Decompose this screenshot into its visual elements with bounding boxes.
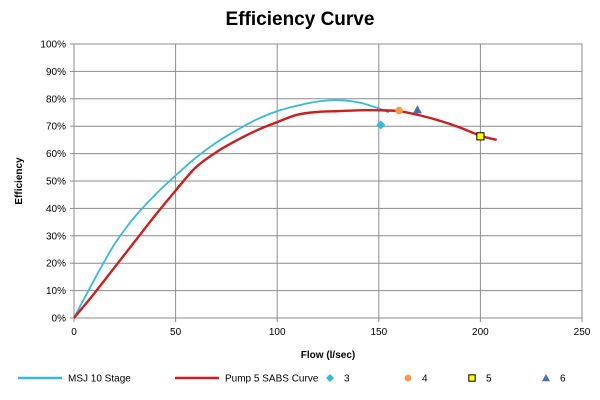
x-axis-title: Flow (l/sec) <box>301 350 355 361</box>
legend-label: 3 <box>344 374 350 385</box>
data-point-series-6 <box>412 105 422 114</box>
y-axis-title: Efficiency <box>14 157 25 205</box>
x-tick-label: 250 <box>574 327 591 338</box>
y-tick-label: 90% <box>46 67 66 78</box>
legend-label: Pump 5 SABS Curve <box>225 374 319 385</box>
y-tick-label: 0% <box>52 314 67 325</box>
series-line-msj-10-stage <box>73 99 390 319</box>
legend-swatch-marker <box>326 374 334 382</box>
x-tick-label: 100 <box>269 327 286 338</box>
legend-label: 5 <box>486 374 492 385</box>
legend-swatch-marker <box>468 374 476 382</box>
legend-label: 4 <box>422 374 428 385</box>
y-tick-label: 60% <box>46 149 66 160</box>
legend-swatch-marker <box>404 374 412 382</box>
y-tick-label: 70% <box>46 122 66 133</box>
data-point-series-3 <box>376 120 386 130</box>
y-tick-label: 10% <box>46 286 66 297</box>
chart-title: Efficiency Curve <box>226 9 375 30</box>
y-tick-label: 100% <box>40 40 66 51</box>
data-point-series-4 <box>395 106 403 115</box>
y-tick-label: 30% <box>46 231 66 242</box>
data-point-series-5 <box>476 132 485 141</box>
x-tick-label: 150 <box>370 327 387 338</box>
x-tick-label: 200 <box>472 327 489 338</box>
x-tick-label: 0 <box>71 327 77 338</box>
legend-label: MSJ 10 Stage <box>68 374 131 385</box>
y-tick-label: 20% <box>46 259 66 270</box>
y-tick-label: 50% <box>46 177 66 188</box>
legend-swatch-marker <box>542 374 550 382</box>
series-line-pump-5-sabs-curve <box>73 109 497 319</box>
legend-label: 6 <box>560 374 566 385</box>
x-tick-label: 50 <box>170 327 182 338</box>
y-tick-label: 40% <box>46 204 66 215</box>
y-tick-label: 80% <box>46 94 66 105</box>
